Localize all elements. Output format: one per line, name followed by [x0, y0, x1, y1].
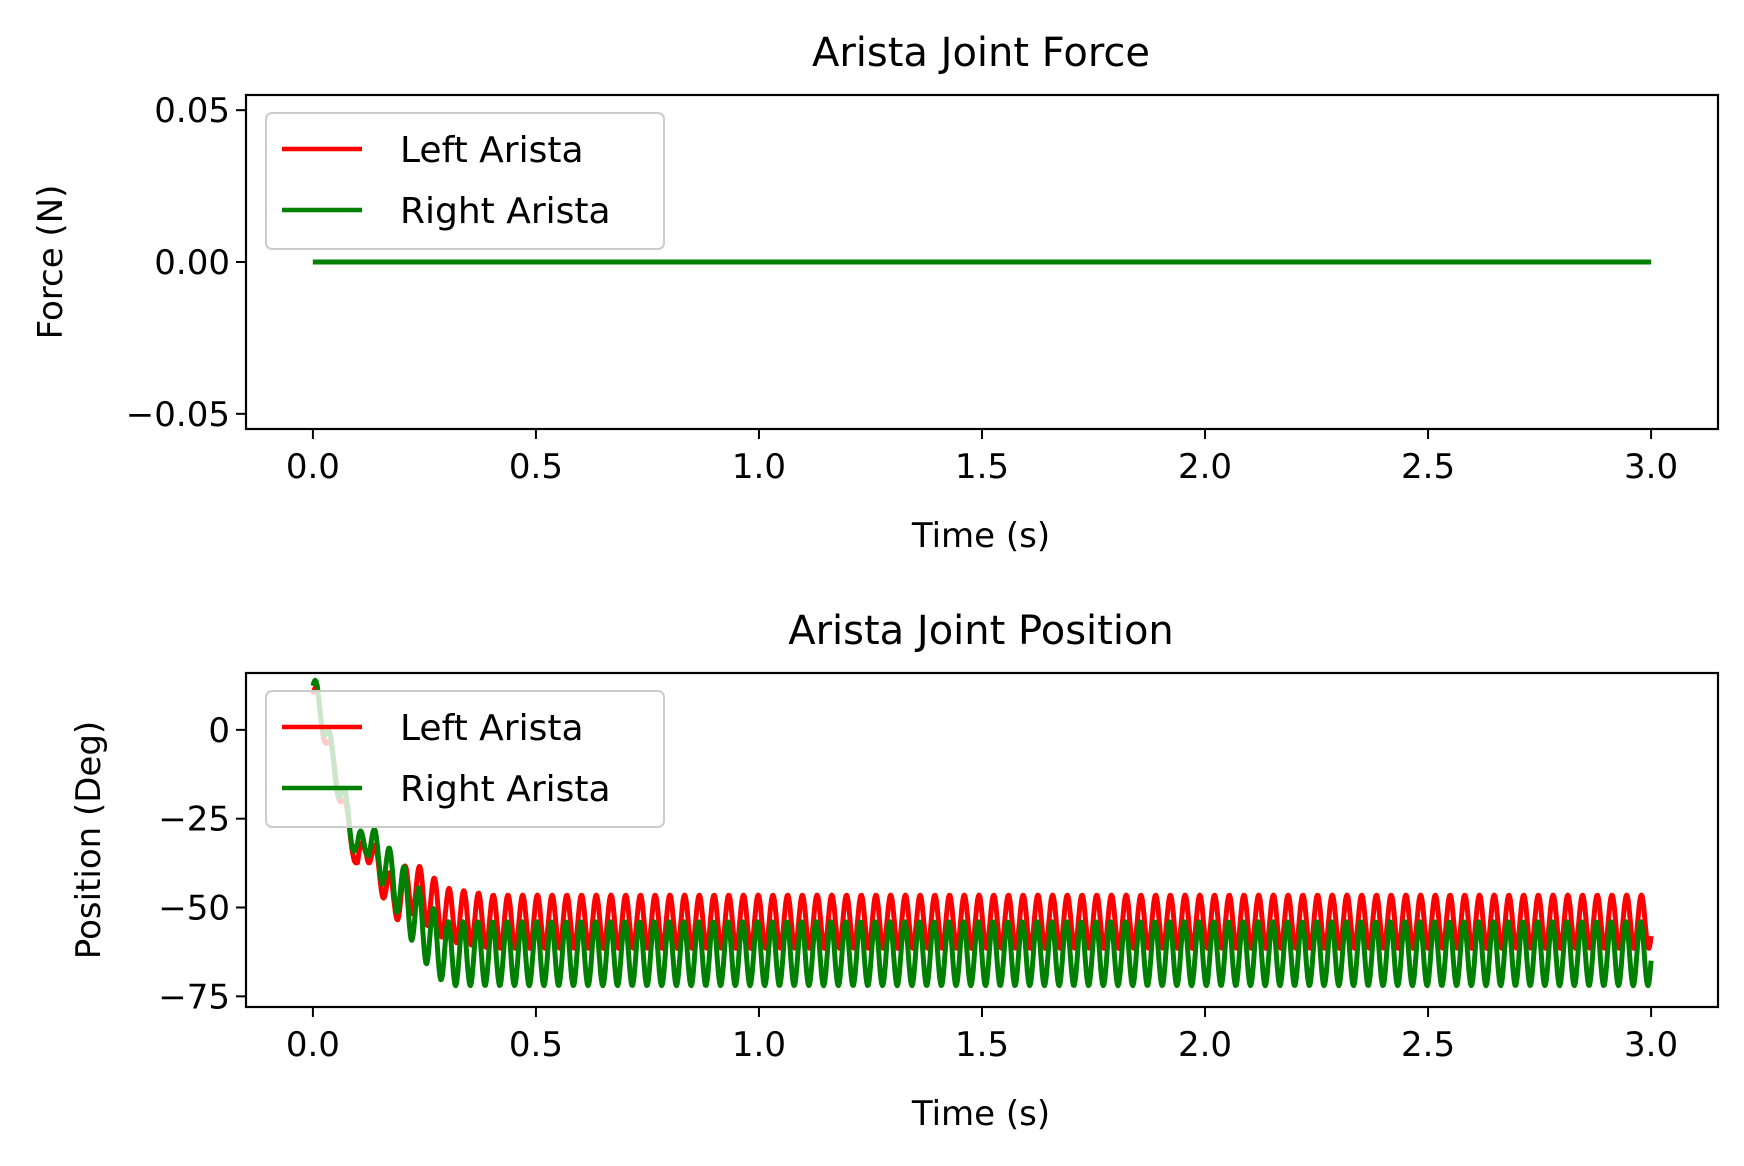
position-x-tick-label: 2.0 [1178, 1025, 1232, 1065]
position-x-tick-label: 3.0 [1624, 1025, 1678, 1065]
force-x-tick-label: 0.5 [509, 447, 563, 487]
force-y-tick-label: −0.05 [126, 395, 230, 435]
force-legend-label: Left Arista [400, 130, 584, 171]
force-legend: Left Arista Right Arista [265, 112, 665, 250]
force-y-tick-label: 0.05 [154, 91, 230, 131]
position-y-tick-label: −75 [158, 977, 230, 1017]
force-x-tick-label: 1.5 [955, 447, 1009, 487]
force-y-axis-label: Force (N) [31, 185, 71, 340]
position-x-tick-label: 0.5 [509, 1025, 563, 1065]
force-x-tick-label: 3.0 [1624, 447, 1678, 487]
position-plot-area [310, 677, 1654, 989]
position-chart-title: Arista Joint Position [788, 608, 1174, 654]
force-x-ticks: 0.0 0.5 1.0 1.5 2.0 2.5 3.0 [286, 429, 1678, 487]
force-chart: Arista Joint Force 0.0 0.5 1.0 1.5 2.0 2.5 3.0… [31, 30, 1720, 556]
position-series-left-arista-line [310, 685, 1654, 951]
force-legend-box [265, 112, 665, 250]
force-x-tick-label: 0.0 [286, 447, 340, 487]
force-x-tick-label: 1.0 [732, 447, 786, 487]
position-x-tick-label: 2.5 [1401, 1025, 1455, 1065]
force-x-tick-label: 2.0 [1178, 447, 1232, 487]
force-chart-title: Arista Joint Force [812, 30, 1150, 76]
position-x-tick-label: 0.0 [286, 1025, 340, 1065]
position-y-ticks: 0 −25 −50 −75 [158, 711, 246, 1017]
position-legend-label: Right Arista [400, 769, 611, 810]
position-x-tick-label: 1.0 [732, 1025, 786, 1065]
position-y-tick-label: 0 [208, 711, 230, 751]
position-x-axis-label: Time (s) [911, 1094, 1050, 1134]
force-legend-label: Right Arista [400, 191, 611, 232]
force-y-tick-label: 0.00 [154, 243, 230, 283]
position-legend: Left Arista Right Arista [265, 690, 665, 828]
position-y-tick-label: −50 [158, 889, 230, 929]
position-legend-label: Left Arista [400, 708, 584, 749]
position-y-axis-label: Position (Deg) [69, 721, 109, 959]
position-legend-box [265, 690, 665, 828]
position-series-right-arista-line [310, 677, 1654, 989]
force-y-ticks: 0.05 0.00 −0.05 [126, 91, 246, 435]
position-x-ticks: 0.0 0.5 1.0 1.5 2.0 2.5 3.0 [286, 1007, 1678, 1065]
position-y-tick-label: −25 [158, 800, 230, 840]
position-chart: Arista Joint Position 0.0 0.5 1.0 1.5 2.0 2.5… [69, 608, 1720, 1134]
force-x-tick-label: 2.5 [1401, 447, 1455, 487]
force-x-axis-label: Time (s) [911, 516, 1050, 556]
position-x-tick-label: 1.5 [955, 1025, 1009, 1065]
